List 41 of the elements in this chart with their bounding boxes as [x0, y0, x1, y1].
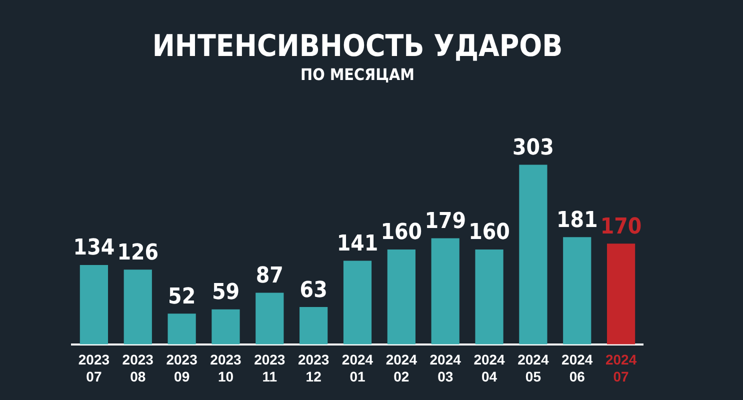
bar: [300, 307, 328, 344]
chart-subtitle: ПО МЕСЯЦАМ: [300, 64, 414, 84]
data-label: 63: [300, 278, 328, 303]
x-tick-label: 2024 01: [342, 352, 374, 384]
data-label: 181: [556, 208, 598, 233]
bar: [519, 164, 548, 344]
data-label: 160: [468, 220, 510, 246]
bar: [431, 238, 460, 344]
x-tick-label: 2024 07: [605, 352, 637, 384]
data-label: 59: [212, 280, 240, 306]
bar: [387, 250, 416, 344]
x-tick-label: 2023 12: [298, 352, 330, 384]
x-tick-label: 2023 07: [78, 352, 110, 384]
x-tick-label: 2024 04: [474, 352, 506, 384]
data-label: 179: [424, 208, 466, 234]
data-label: 170: [600, 214, 642, 240]
data-label: 303: [512, 135, 554, 160]
bar: [168, 314, 196, 344]
bar: [563, 237, 592, 344]
bar: [212, 309, 240, 344]
bar: [256, 292, 284, 344]
data-label: 141: [336, 232, 378, 257]
bar: [606, 244, 636, 344]
data-label: 134: [73, 236, 115, 261]
x-tick-label: 2024 02: [386, 352, 418, 384]
x-tick-label: 2024 05: [518, 352, 549, 384]
x-tick-label: 2023 10: [210, 352, 242, 384]
data-label: 160: [380, 220, 422, 246]
data-label: 52: [168, 284, 196, 310]
data-label: 87: [256, 264, 284, 289]
bar: [343, 260, 372, 344]
x-tick-label: 2024 03: [430, 352, 462, 384]
x-tick-label: 2024 06: [562, 352, 593, 384]
x-tick-label: 2023 11: [254, 352, 286, 384]
x-tick-label: 2023 09: [166, 352, 198, 384]
bar: [475, 250, 504, 344]
data-label: 126: [117, 240, 159, 266]
x-tick-label: 2023 08: [122, 352, 154, 384]
bar: [80, 264, 108, 344]
chart-title: ИНТЕНСИВНОСТЬ УДАРОВ: [152, 28, 563, 64]
bar: [124, 270, 152, 344]
